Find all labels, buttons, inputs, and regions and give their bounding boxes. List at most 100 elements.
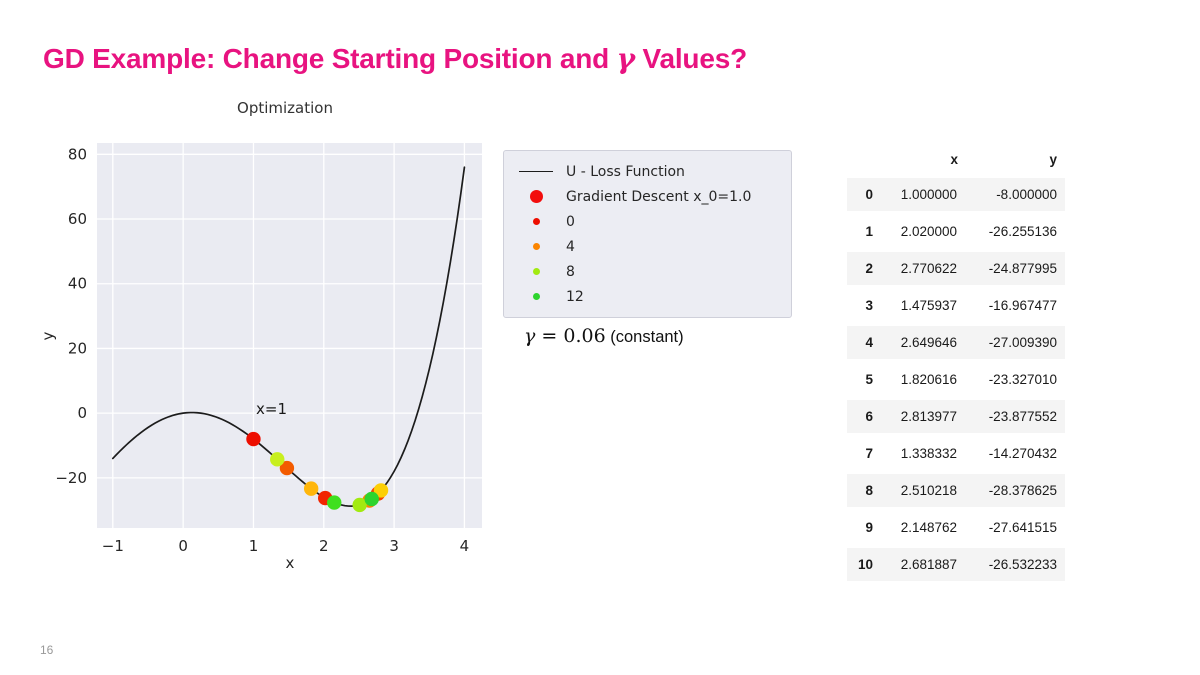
table-row: 3 1.475937 -16.967477 (847, 287, 1065, 324)
table-row: 2 2.770622 -24.877995 (847, 250, 1065, 287)
table-row: 4 2.649646 -27.009390 (847, 324, 1065, 361)
row-index: 1 (865, 224, 873, 239)
page-number: 16 (40, 643, 54, 657)
table-row: 0 1.000000 -8.000000 (847, 176, 1065, 213)
cell-y: -27.641515 (988, 520, 1057, 535)
gd-point-iter-6 (373, 483, 389, 498)
table-row: 7 1.338332 -14.270432 (847, 435, 1065, 472)
chart-legend: U - Loss Function Gradient Descent x_0=1.… (503, 150, 792, 318)
legend-item: 8 (514, 259, 781, 284)
table-row: 8 2.510218 -28.378625 (847, 472, 1065, 509)
cell-y: -27.009390 (958, 324, 1065, 361)
cell-x: 2.770622 (874, 250, 958, 287)
legend-item: 0 (514, 209, 781, 234)
legend-label: 4 (566, 238, 575, 255)
row-index: 7 (865, 446, 873, 461)
legend-label: 12 (566, 288, 584, 305)
row-index: 8 (847, 472, 874, 509)
y-tick-label: −20 (55, 469, 87, 487)
legend-label: Gradient Descent x_0=1.0 (566, 188, 752, 205)
gd-point-iter-7 (270, 452, 285, 467)
legend-dot-swatch (529, 190, 543, 203)
x-tick-label: 3 (389, 537, 399, 555)
slide-title-suffix: Values? (634, 43, 748, 74)
cell-y: -16.967477 (988, 298, 1057, 313)
x-tick-label: −1 (102, 537, 124, 555)
y-tick-label: 60 (68, 210, 87, 228)
row-index: 10 (847, 546, 874, 583)
annotation-x1: x=1 (256, 400, 287, 418)
row-index: 0 (847, 176, 874, 213)
legend-dot-swatch (532, 268, 540, 275)
legend-label: U - Loss Function (566, 163, 685, 180)
cell-x: 1.338332 (900, 446, 957, 461)
y-axis-label: y (39, 331, 57, 340)
row-index: 6 (847, 398, 874, 435)
table-header-row: x y (847, 148, 1065, 177)
gamma-equation: = 0.06 (535, 325, 606, 347)
legend-label: 0 (566, 213, 575, 230)
legend-dot-swatch (532, 243, 540, 250)
cell-x: 1.475937 (900, 298, 957, 313)
y-tick-label: 40 (68, 275, 87, 293)
cell-y: -8.000000 (958, 176, 1065, 213)
cell-y: -23.327010 (988, 372, 1057, 387)
cell-y: -24.877995 (958, 250, 1065, 287)
y-tick-label: 0 (77, 404, 87, 422)
slide-title-prefix: GD Example: Change Starting Position and (43, 43, 617, 74)
slide-title: GD Example: Change Starting Position and… (43, 42, 747, 75)
x-tick-label: 2 (319, 537, 329, 555)
table-row: 9 2.148762 -27.641515 (847, 509, 1065, 546)
cell-x: 2.813977 (874, 398, 958, 435)
gd-point-iter-10 (364, 491, 379, 507)
table-row: 1 2.020000 -26.255136 (847, 213, 1065, 250)
table-row: 6 2.813977 -23.877552 (847, 398, 1065, 435)
table-row: 5 1.820616 -23.327010 (847, 361, 1065, 398)
legend-line-swatch (519, 171, 553, 172)
cell-x: 2.649646 (874, 324, 958, 361)
y-tick-label: 20 (68, 339, 87, 357)
gamma-constant-note: (constant) (605, 328, 684, 346)
gamma-symbol: γ (524, 325, 536, 347)
cell-x: 2.681887 (874, 546, 958, 583)
header-x: x (874, 148, 958, 177)
gamma-note: γ = 0.06 (constant) (524, 325, 684, 347)
y-tick-label: 80 (68, 145, 87, 163)
x-axis-label: x (286, 554, 295, 572)
gd-point-iter-0 (246, 431, 261, 447)
row-index: 9 (865, 520, 873, 535)
legend-item: Gradient Descent x_0=1.0 (514, 184, 781, 209)
iterations-table: x y 0 1.000000 -8.000000 1 2.020000 -26.25513… (847, 148, 1065, 585)
gd-point-iter-3 (279, 460, 295, 476)
x-tick-label: 0 (178, 537, 188, 555)
gd-point-iter-5 (303, 481, 319, 496)
header-index (847, 148, 874, 177)
cell-x: 2.148762 (900, 520, 957, 535)
gamma-symbol: γ (616, 42, 636, 75)
row-index: 2 (847, 250, 874, 287)
x-tick-label: 4 (460, 537, 470, 555)
legend-item: 12 (514, 284, 781, 309)
cell-y: -14.270432 (988, 446, 1057, 461)
legend-item: U - Loss Function (514, 159, 781, 184)
cell-y: -28.378625 (958, 472, 1065, 509)
row-index: 3 (865, 298, 873, 313)
gd-point-iter-8 (352, 497, 367, 513)
cell-x: 2.020000 (900, 224, 957, 239)
cell-y: -23.877552 (958, 398, 1065, 435)
legend-item: 4 (514, 234, 781, 259)
x-tick-label: 1 (249, 537, 259, 555)
header-y: y (958, 148, 1065, 177)
legend-label: 8 (566, 263, 575, 280)
cell-x: 1.000000 (874, 176, 958, 213)
legend-dot-swatch (532, 293, 540, 300)
legend-dot-swatch (532, 218, 540, 225)
cell-y: -26.255136 (988, 224, 1057, 239)
row-index: 4 (847, 324, 874, 361)
cell-y: -26.532233 (958, 546, 1065, 583)
cell-x: 2.510218 (874, 472, 958, 509)
chart-title: Optimization (237, 99, 333, 117)
table-row: 10 2.681887 -26.532233 (847, 546, 1065, 583)
